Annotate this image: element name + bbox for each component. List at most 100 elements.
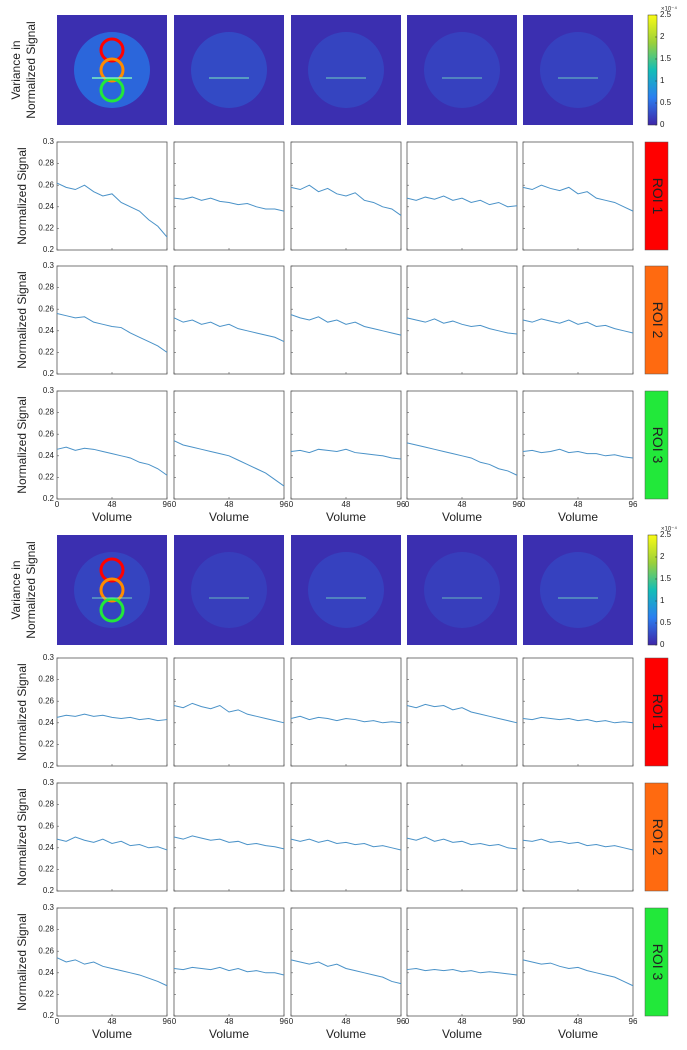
colorbar-tick-label: 0 [660, 640, 665, 649]
x-axis-label: Volume [209, 1027, 249, 1041]
x-axis-label: Volume [92, 1027, 132, 1041]
x-tick-label: 0 [521, 500, 526, 509]
roi-label: ROI 3 [650, 944, 666, 981]
phantom [540, 552, 616, 628]
signal-line [56, 182, 168, 238]
y-tick-label: 0.26 [38, 429, 54, 438]
x-tick-label: 48 [108, 1017, 117, 1026]
signal-line [522, 838, 634, 851]
y-axis-label: Normalized Signal [15, 663, 29, 760]
roi-label: ROI 1 [650, 694, 666, 731]
variance-image [57, 535, 167, 645]
y-tick-label: 0.3 [43, 386, 55, 395]
colorbar-exponent: ×10⁻⁴ [661, 6, 677, 13]
roi-label: ROI 2 [650, 819, 666, 856]
colorbar-tick-label: 2.5 [660, 530, 672, 539]
colorbar-tick-label: 2 [660, 32, 665, 41]
y-tick-label: 0.24 [38, 843, 54, 852]
y-tick-label: 0.22 [38, 990, 54, 999]
y-tick-label: 0.26 [38, 821, 54, 830]
y-tick-label: 0.24 [38, 718, 54, 727]
signal-line [406, 967, 518, 976]
y-tick-label: 0.24 [38, 451, 54, 460]
phantom [308, 32, 384, 108]
y-tick-label: 0.2 [43, 886, 55, 895]
roi-circle [99, 57, 125, 83]
variance-image [523, 535, 633, 645]
y-tick-label: 0.22 [38, 865, 54, 874]
x-tick-label: 48 [574, 500, 583, 509]
x-tick-label: 0 [405, 500, 410, 509]
signal-line [173, 440, 285, 487]
x-tick-label: 48 [342, 1017, 351, 1026]
y-tick-label: 0.22 [38, 348, 54, 357]
x-tick-label: 0 [172, 500, 177, 509]
x-axis-label: Volume [442, 510, 482, 524]
x-tick-label: 96 [280, 1017, 289, 1026]
roi-label: ROI 3 [650, 427, 666, 464]
roi-box [644, 265, 669, 375]
variance-image [407, 15, 517, 125]
y-tick-label: 0.2 [43, 494, 55, 503]
plot-frame [406, 907, 518, 1017]
y-tick-label: 0.3 [43, 778, 55, 787]
colorbar-exponent: ×10⁻⁴ [661, 526, 677, 533]
y-tick-label: 0.28 [38, 283, 54, 292]
x-tick-label: 48 [342, 500, 351, 509]
phantom [540, 32, 616, 108]
plot-frame [522, 907, 634, 1017]
plot-frame [56, 782, 168, 892]
colorbar-tick-label: 0.5 [660, 98, 672, 107]
x-tick-label: 96 [629, 500, 638, 509]
signal-line [173, 317, 285, 343]
y-tick-label: 0.28 [38, 675, 54, 684]
y-tick-label: 0.24 [38, 326, 54, 335]
signal-line [406, 317, 518, 335]
signal-line [522, 184, 634, 212]
roi-box [644, 141, 669, 251]
phantom [191, 552, 267, 628]
x-tick-label: 96 [163, 1017, 172, 1026]
plot-frame [406, 657, 518, 767]
plot-frame [56, 265, 168, 375]
plot-frame [522, 657, 634, 767]
signal-line [290, 314, 402, 336]
signal-line [290, 838, 402, 851]
x-tick-label: 96 [397, 500, 406, 509]
roi-circle [99, 77, 125, 103]
signal-line [290, 448, 402, 460]
variance-image [291, 15, 401, 125]
x-tick-label: 48 [225, 500, 234, 509]
x-tick-label: 96 [280, 500, 289, 509]
signal-line [290, 184, 402, 216]
signal-line [290, 959, 402, 985]
x-axis-label: Volume [209, 510, 249, 524]
plot-frame [522, 265, 634, 375]
y-tick-label: 0.28 [38, 925, 54, 934]
x-tick-label: 0 [289, 500, 294, 509]
x-tick-label: 96 [163, 500, 172, 509]
signal-line [522, 716, 634, 724]
y-tick-label: 0.3 [43, 137, 55, 146]
variance-image [174, 535, 284, 645]
x-tick-label: 96 [629, 1017, 638, 1026]
phantom [74, 552, 150, 628]
y-tick-label: 0.28 [38, 408, 54, 417]
plot-frame [56, 141, 168, 251]
plot-frame [290, 907, 402, 1017]
variance-image [291, 535, 401, 645]
plot-frame [522, 782, 634, 892]
x-tick-label: 48 [108, 500, 117, 509]
plot-frame [522, 141, 634, 251]
x-axis-label: Volume [92, 510, 132, 524]
y-tick-label: 0.26 [38, 696, 54, 705]
signal-line [56, 836, 168, 851]
signal-line [56, 713, 168, 722]
colorbar-tick-label: 1 [660, 76, 665, 85]
colorbar [647, 14, 658, 126]
signal-line [406, 195, 518, 208]
plot-frame [173, 390, 285, 500]
signal-line [173, 835, 285, 850]
signal-line [56, 446, 168, 476]
